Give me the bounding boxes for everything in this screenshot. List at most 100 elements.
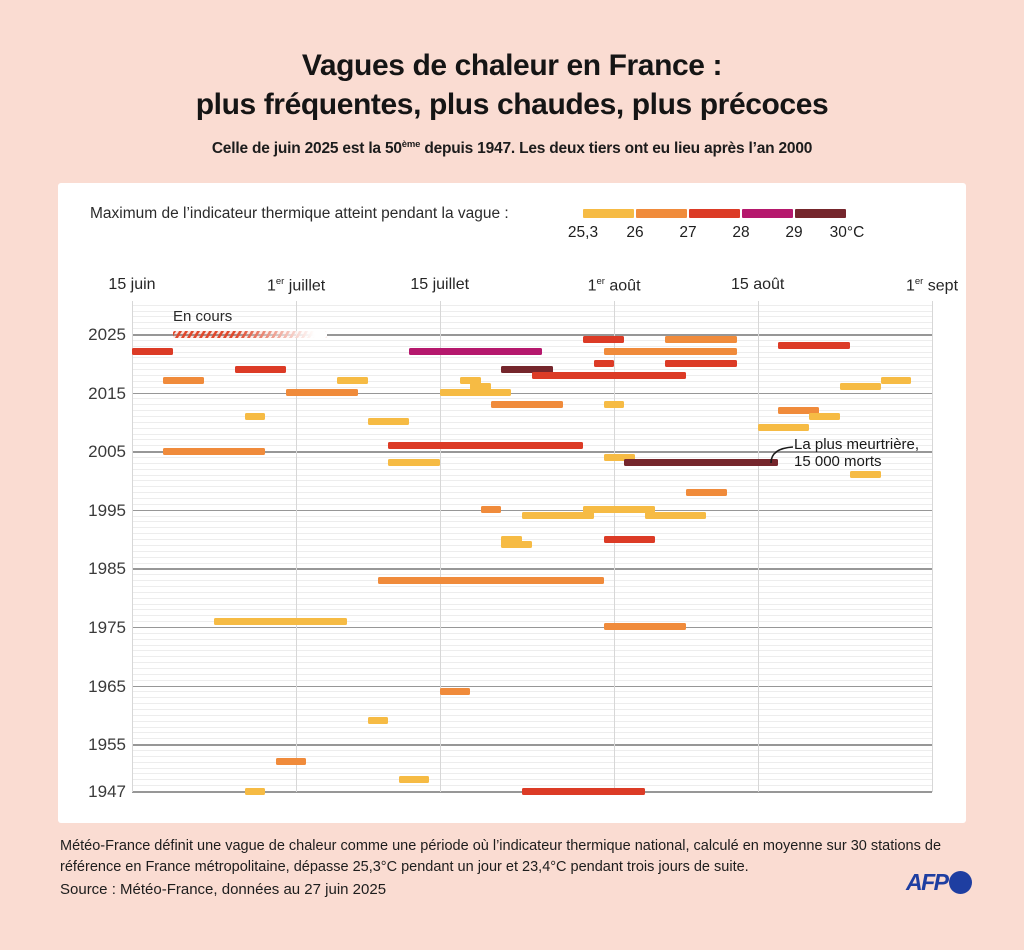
- year-gridline: [132, 656, 932, 658]
- heatwave-bar: [398, 775, 430, 783]
- year-gridline: [132, 339, 932, 341]
- y-axis-label-1947: 1947: [88, 782, 126, 801]
- heatwave-bar: [521, 512, 594, 520]
- year-gridline: [132, 474, 932, 476]
- heatwave-bar: [244, 412, 266, 420]
- deadliest-annotation-line1: La plus meurtrière,: [794, 436, 920, 453]
- y-axis-label-2025: 2025: [88, 325, 126, 344]
- heatwave-bar: [439, 687, 471, 695]
- title-line1: Vagues de chaleur en France :: [301, 49, 723, 82]
- y-axis-label-2005: 2005: [88, 442, 126, 462]
- y-axis-label-1955: 1955: [88, 735, 126, 755]
- heatwave-bar: [460, 377, 481, 385]
- year-gridline: [132, 550, 932, 552]
- year-gridline: [132, 310, 932, 312]
- heatwave-bar: [603, 348, 738, 356]
- year-gridline: [132, 357, 932, 359]
- x-axis-label: 15 juin: [108, 276, 156, 293]
- year-gridline: [132, 597, 932, 599]
- decade-gridline-1985: [132, 568, 932, 570]
- heatwave-bar: [778, 406, 820, 414]
- legend-tick-label: 27: [679, 224, 697, 241]
- decade-gridline-2015: [132, 392, 932, 395]
- legend-swatch-28-29: [742, 209, 793, 218]
- year-gridline: [132, 720, 932, 722]
- decade-gridline-1965: [132, 685, 932, 688]
- heatwave-bar: [603, 453, 635, 461]
- decade-gridline-2005: [132, 451, 932, 453]
- heatwave-bar: [603, 623, 686, 631]
- year-gridline: [132, 386, 932, 388]
- year-gridline: [132, 714, 932, 716]
- legend-tick-label: 29: [785, 224, 803, 241]
- year-gridline: [132, 322, 932, 324]
- heatwave-bar: [583, 506, 656, 514]
- year-gridline: [132, 562, 932, 564]
- year-gridline: [132, 732, 932, 734]
- year-gridline: [132, 591, 932, 593]
- x-axis-label: 1er sept: [905, 276, 959, 295]
- y-axis-label-2015: 2015: [88, 383, 126, 403]
- year-gridline: [132, 433, 932, 435]
- heatwave-bar: [665, 336, 738, 344]
- year-gridline: [132, 304, 932, 306]
- legend-swatch-29-30: [795, 209, 846, 218]
- heatwave-bar: [439, 389, 512, 397]
- heatwave-bar: [849, 471, 881, 479]
- annotation-connector-line: [770, 446, 794, 464]
- date-gridline: [932, 301, 933, 792]
- methodology-note: Météo-France définit une vague de chaleu…: [60, 838, 942, 875]
- year-gridline: [132, 667, 932, 669]
- year-gridline: [132, 603, 932, 605]
- year-gridline: [132, 785, 932, 787]
- page-title: Vagues de chaleur en France : plus fréqu…: [0, 46, 1024, 124]
- year-gridline: [132, 492, 932, 494]
- heatwave-bar: [408, 348, 543, 356]
- heatwave-bar: [367, 418, 409, 426]
- decade-gridline-1955: [132, 744, 932, 746]
- decade-gridline-1975: [132, 626, 932, 629]
- year-gridline: [132, 363, 932, 365]
- year-gridline: [132, 416, 932, 418]
- heatwave-bar: [162, 447, 266, 455]
- legend-tick-label: 30°C: [829, 224, 865, 241]
- year-gridline: [132, 398, 932, 400]
- heatwave-bar: [337, 377, 368, 385]
- x-axis-label: 1er juillet: [266, 276, 326, 295]
- heatwave-bar: [603, 400, 625, 408]
- year-gridline: [132, 585, 932, 587]
- heatwave-bar: [367, 717, 389, 725]
- year-gridline: [132, 421, 932, 423]
- year-gridline: [132, 697, 932, 699]
- heatwave-bar: [388, 441, 584, 449]
- ongoing-wave-label: En cours: [173, 308, 233, 325]
- heatwave-bar-ongoing: [173, 330, 327, 338]
- afp-logo-text: AFP: [906, 869, 949, 895]
- year-gridline: [132, 755, 932, 757]
- year-gridline: [132, 726, 932, 728]
- year-gridline: [132, 468, 932, 470]
- deadliest-annotation: La plus meurtrière, 15 000 morts: [794, 436, 920, 470]
- year-gridline: [132, 708, 932, 710]
- year-gridline: [132, 457, 932, 459]
- heatwave-bar: [583, 336, 625, 344]
- date-gridline: [439, 301, 441, 792]
- heatwave-bar: [132, 348, 174, 356]
- year-gridline: [132, 609, 932, 611]
- year-gridline: [132, 556, 932, 558]
- heatwave-bar: [593, 359, 615, 367]
- heatwave-bar: [839, 383, 881, 391]
- year-gridline: [132, 761, 932, 763]
- subtitle: Celle de juin 2025 est la 50ème depuis 1…: [211, 139, 813, 158]
- year-gridline: [132, 544, 932, 546]
- year-gridline: [132, 638, 932, 640]
- year-gridline: [132, 662, 932, 664]
- year-gridline: [132, 673, 932, 675]
- legend-label: Maximum de l’indicateur thermique attein…: [90, 205, 509, 222]
- year-gridline: [132, 539, 932, 541]
- x-axis-label: 1er août: [587, 276, 641, 295]
- heatwave-bar: [480, 506, 502, 514]
- year-gridline: [132, 615, 932, 617]
- heatwave-bar: [644, 512, 707, 520]
